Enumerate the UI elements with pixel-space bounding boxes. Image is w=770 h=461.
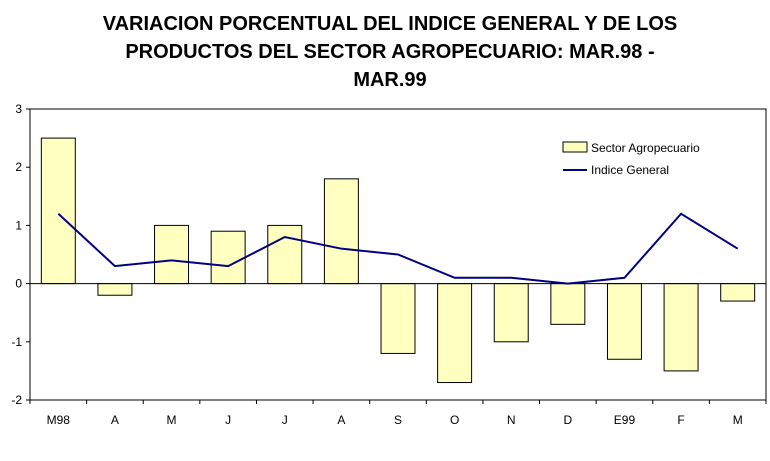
y-tick-label: -2 (11, 393, 22, 407)
y-axis: -2 -1 0 1 2 3 (11, 102, 30, 407)
x-tick-label: A (337, 413, 345, 427)
chart-title: VARIACION PORCENTUAL DEL INDICE GENERAL … (60, 10, 720, 94)
bar-sector-agropecuario-2 (154, 224, 190, 285)
y-tick-label: 0 (15, 277, 22, 291)
x-tick-label: F (677, 413, 684, 427)
bar-sector-agropecuario-7 (437, 283, 473, 384)
bar-series-group (40, 137, 756, 384)
chart-title-line-3: MAR.99 (353, 69, 427, 91)
bar-sector-agropecuario-12 (720, 283, 756, 302)
line-series-indice-general (57, 212, 739, 285)
x-tick-label: M (733, 413, 743, 427)
x-tick-label: M (167, 413, 177, 427)
bar-sector-agropecuario-5 (323, 178, 359, 285)
bar-sector-agropecuario-9 (550, 283, 586, 325)
bar-sector-agropecuario-10 (606, 283, 642, 360)
x-tick-label: A (111, 413, 119, 427)
chart-title-line-1: VARIACION PORCENTUAL DEL INDICE GENERAL … (102, 13, 678, 35)
bar-sector-agropecuario-8 (493, 283, 529, 343)
y-tick-label: -1 (11, 335, 22, 349)
bar-sector-agropecuario-6 (380, 283, 416, 354)
bar-sector-agropecuario-4 (267, 224, 303, 285)
x-tick-label: M98 (47, 413, 71, 427)
x-tick-label: O (450, 413, 459, 427)
y-tick-label: 2 (15, 160, 22, 174)
legend-swatch-sector-agropecuario (562, 141, 588, 153)
x-tick-label: D (564, 413, 573, 427)
bar-sector-agropecuario-1 (97, 283, 133, 296)
bar-sector-agropecuario-11 (663, 283, 699, 372)
x-tick-label: J (225, 413, 231, 427)
legend-label-indice-general: Indice General (591, 163, 669, 177)
plot-area (29, 108, 767, 401)
x-tick-label: S (394, 413, 402, 427)
bar-sector-agropecuario-0 (40, 137, 76, 285)
chart-title-line-2: PRODUCTOS DEL SECTOR AGROPECUARIO: MAR.9… (125, 41, 655, 63)
y-tick-label: 1 (15, 218, 22, 232)
x-tick-label: E99 (614, 413, 636, 427)
y-tick-label: 3 (15, 102, 22, 116)
x-axis: M98 A M J J A S O N D E99 F M (29, 400, 767, 427)
legend: Sector Agropecuario Indice General (562, 141, 700, 177)
bar-sector-agropecuario-3 (210, 230, 246, 285)
x-tick-label: N (507, 413, 516, 427)
legend-label-sector-agropecuario: Sector Agropecuario (591, 141, 700, 155)
x-tick-label: J (282, 413, 288, 427)
